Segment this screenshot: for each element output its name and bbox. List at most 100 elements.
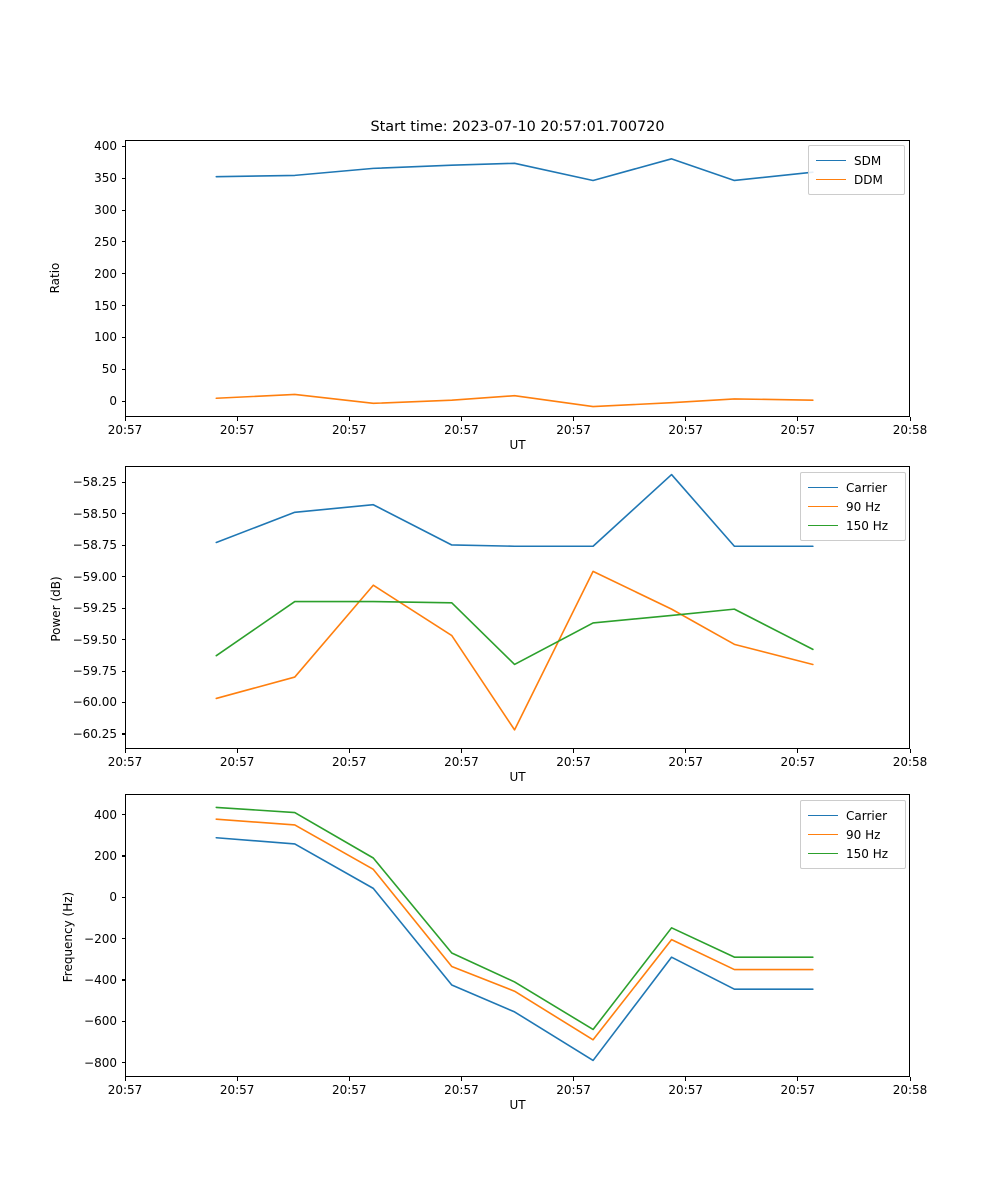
- subplot2-xlabel: UT: [509, 770, 526, 784]
- xtick-label: 20:57: [556, 423, 591, 437]
- xtick-mark: [124, 417, 126, 421]
- ytick-label: 200: [94, 848, 117, 863]
- xtick-mark: [124, 1077, 126, 1081]
- subplot2-legend: Carrier 90 Hz 150 Hz: [800, 472, 906, 541]
- xtick-mark: [348, 749, 350, 753]
- ytick-label: 50: [101, 362, 117, 377]
- subplot1-lines: [215, 158, 814, 408]
- xtick-mark: [797, 1077, 799, 1081]
- ytick-mark: [121, 336, 125, 338]
- ytick-mark: [121, 814, 125, 816]
- legend-item: DDM: [816, 170, 897, 189]
- legend-item: Carrier: [808, 806, 898, 825]
- subplot1-axes: [125, 140, 910, 417]
- legend-swatch-ddm: [816, 179, 846, 180]
- xtick-label: 20:57: [780, 755, 816, 769]
- legend-item: 90 Hz: [808, 825, 898, 844]
- xtick-label: 20:58: [892, 755, 928, 769]
- ytick-label: 300: [94, 203, 117, 218]
- ytick-label: 400: [94, 139, 117, 154]
- ytick-label: −60.00: [72, 695, 117, 710]
- legend-label-90hz: 90 Hz: [846, 499, 881, 514]
- legend-label-ddm: DDM: [854, 172, 883, 187]
- subplot3-lines: [215, 806, 814, 1062]
- legend-label-carrier: Carrier: [846, 808, 888, 823]
- ytick-mark: [121, 273, 125, 275]
- ytick-label: −800: [84, 1055, 117, 1070]
- xtick-label: 20:57: [107, 755, 143, 769]
- series-line: [215, 836, 814, 1062]
- subplot-ratio: Start time: 2023-07-10 20:57:01.700720 R…: [0, 0, 1000, 455]
- ytick-label: −59.00: [72, 569, 117, 584]
- xtick-label: 20:57: [331, 1083, 367, 1097]
- xtick-label: 20:58: [892, 1083, 928, 1097]
- xtick-mark: [348, 1077, 350, 1081]
- legend-label-150hz: 150 Hz: [846, 518, 889, 533]
- legend-swatch-150hz: [808, 853, 838, 854]
- ytick-mark: [121, 481, 125, 483]
- xtick-label: 20:58: [892, 423, 928, 437]
- ytick-label: −58.75: [72, 538, 117, 553]
- xtick-mark: [909, 1077, 911, 1081]
- ytick-label: −200: [84, 931, 117, 946]
- figure-title: Start time: 2023-07-10 20:57:01.700720: [370, 119, 665, 135]
- xtick-label: 20:57: [780, 423, 816, 437]
- xtick-label: 20:57: [444, 423, 479, 437]
- xtick-mark: [797, 749, 799, 753]
- ytick-mark: [121, 979, 125, 981]
- xtick-label: 20:57: [331, 755, 367, 769]
- ytick-mark: [121, 670, 125, 672]
- subplot2-lines: [215, 473, 814, 731]
- xtick-label: 20:57: [556, 1083, 591, 1097]
- xtick-label: 20:57: [668, 755, 703, 769]
- xtick-label: 20:57: [107, 1083, 143, 1097]
- xtick-mark: [460, 1077, 463, 1081]
- xtick-mark: [236, 417, 238, 421]
- xtick-label: 20:57: [219, 1083, 255, 1097]
- xtick-mark: [685, 1077, 687, 1081]
- xtick-mark: [909, 417, 911, 421]
- ytick-label: 350: [94, 171, 117, 186]
- ytick-label: 0: [109, 394, 117, 409]
- subplot3-legend: Carrier 90 Hz 150 Hz: [800, 800, 906, 869]
- ytick-label: 0: [109, 890, 117, 905]
- ytick-mark: [121, 400, 125, 402]
- xtick-mark: [573, 417, 575, 421]
- ytick-mark: [121, 209, 125, 211]
- ytick-mark: [121, 896, 125, 898]
- series-line: [215, 473, 814, 548]
- xtick-label: 20:57: [444, 755, 479, 769]
- ytick-mark: [121, 544, 125, 546]
- ytick-label: −59.25: [72, 601, 117, 616]
- legend-item: Carrier: [808, 478, 898, 497]
- ytick-label: 250: [94, 234, 117, 249]
- subplot2-axes: [125, 466, 910, 749]
- ytick-label: −59.50: [72, 632, 117, 647]
- xtick-label: 20:57: [219, 423, 255, 437]
- legend-swatch-carrier: [808, 815, 838, 816]
- legend-item: 150 Hz: [808, 516, 898, 535]
- legend-swatch-carrier: [808, 487, 838, 488]
- xtick-mark: [909, 749, 911, 753]
- ytick-label: 100: [94, 330, 117, 345]
- ytick-mark: [121, 368, 125, 370]
- series-line: [215, 600, 814, 666]
- series-line: [215, 393, 814, 408]
- series-line: [215, 818, 814, 1041]
- xtick-label: 20:57: [444, 1083, 479, 1097]
- xtick-mark: [573, 749, 575, 753]
- ytick-mark: [121, 733, 125, 735]
- xtick-mark: [236, 749, 238, 753]
- xtick-mark: [797, 417, 799, 421]
- ytick-label: 400: [94, 807, 117, 822]
- ytick-label: −58.50: [72, 506, 117, 521]
- subplot1-xlabel: UT: [509, 438, 526, 452]
- series-line: [215, 158, 814, 182]
- xtick-mark: [460, 417, 463, 421]
- xtick-mark: [685, 417, 687, 421]
- xtick-label: 20:57: [668, 423, 703, 437]
- xtick-mark: [460, 749, 463, 753]
- ytick-label: −59.75: [72, 664, 117, 679]
